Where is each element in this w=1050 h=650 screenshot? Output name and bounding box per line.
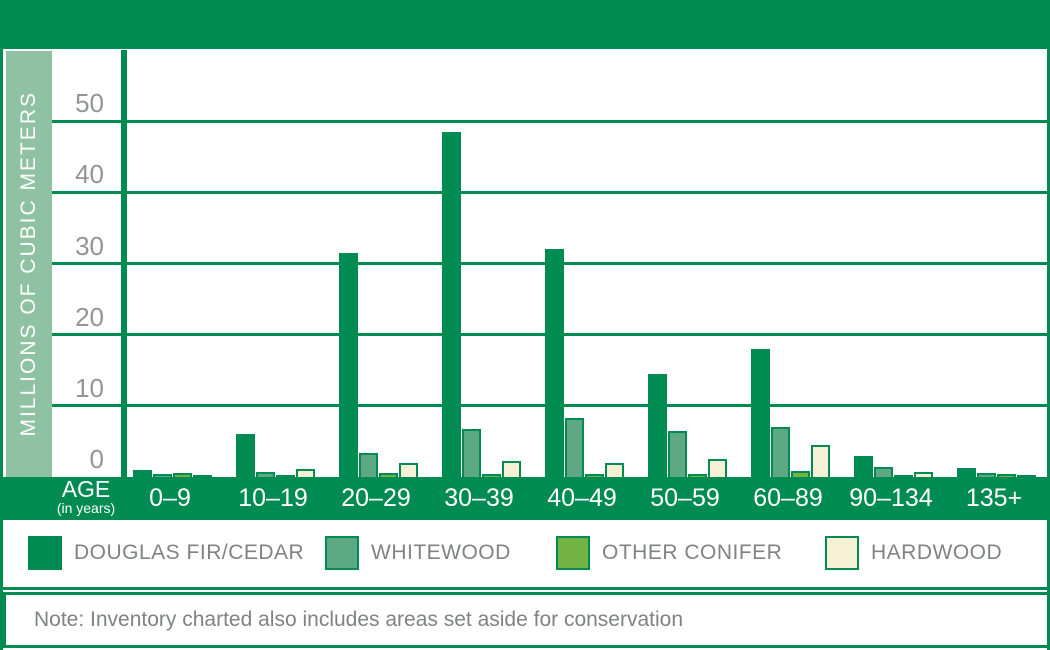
bar-whitewood-135+ [977,472,996,477]
y-tick-label-50: 50 [75,88,104,119]
x-axis-band: AGE (in years) 0–9 10–19 20–29 30–39 40–49 50… [3,477,1047,520]
legend: DOUGLAS FIR/CEDAR WHITEWOOD OTHER CONIFER H… [3,520,1047,590]
bar-douglas-fir-cedar-10-19 [236,434,255,477]
x-axis-title: AGE (in years) [49,478,123,516]
legend-swatch-icon [825,536,859,570]
bar-other-conifer-20-29 [379,473,398,477]
bar-whitewood-20-29 [359,452,378,477]
x-tick-label-60-89: 60–89 [753,484,823,512]
header-band [3,0,1047,49]
x-tick-label-20-29: 20–29 [341,484,411,512]
legend-label: OTHER CONIFER [602,541,783,564]
legend-item-douglas-fir-cedar: DOUGLAS FIR/CEDAR [28,536,304,570]
note-text: Note: Inventory charted also includes ar… [34,608,684,631]
bar-douglas-fir-cedar-0-9 [133,469,152,477]
bar-hardwood-60-89 [811,444,830,477]
bar-douglas-fir-cedar-30-39 [442,131,461,477]
bar-whitewood-50-59 [668,430,687,477]
bar-douglas-fir-cedar-40-49 [545,249,564,477]
x-axis-title-sub: (in years) [56,500,116,516]
y-tick-label-40: 40 [75,159,104,190]
legend-label: DOUGLAS FIR/CEDAR [74,541,305,564]
note-box: Note: Inventory charted also includes ar… [3,592,1047,648]
bar-other-conifer-60-89 [791,471,810,477]
plot-area [52,50,1047,477]
bar-douglas-fir-cedar-50-59 [648,373,667,477]
legend-label: HARDWOOD [871,541,1003,564]
bar-douglas-fir-cedar-90-134 [854,455,873,477]
bar-other-conifer-30-39 [482,474,501,477]
bar-hardwood-10-19 [296,469,315,477]
x-tick-label-30-39: 30–39 [444,484,514,512]
bar-hardwood-0-9 [193,474,212,477]
y-axis-title: MILLIONS OF CUBIC METERS [17,91,40,437]
x-tick-label-40-49: 40–49 [547,484,617,512]
bar-whitewood-0-9 [153,474,172,477]
bar-douglas-fir-cedar-135+ [957,468,976,477]
bar-whitewood-30-39 [462,428,481,477]
bar-hardwood-40-49 [605,462,624,477]
bar-other-conifer-90-134 [894,474,913,477]
bar-whitewood-40-49 [565,417,584,477]
legend-label: WHITEWOOD [371,541,511,564]
y-tick-label-20: 20 [75,301,104,332]
legend-item-hardwood: HARDWOOD [825,536,1002,570]
bar-hardwood-90-134 [914,472,933,477]
legend-swatch-icon [325,536,359,570]
gridline-50 [52,119,1047,123]
bar-hardwood-30-39 [502,461,521,477]
y-tick-label-0: 0 [89,444,104,474]
bar-whitewood-90-134 [874,467,893,477]
x-axis-title-main: AGE [61,476,111,502]
gridline-40 [52,190,1047,194]
bar-hardwood-50-59 [708,459,727,477]
bar-hardwood-135+ [1017,474,1036,477]
bar-whitewood-60-89 [771,427,790,477]
legend-item-whitewood: WHITEWOOD [325,536,511,570]
x-tick-label-10-19: 10–19 [238,484,308,512]
bar-other-conifer-0-9 [173,472,192,477]
bar-whitewood-10-19 [256,472,275,477]
x-tick-label-0-9: 0–9 [149,484,191,512]
bar-douglas-fir-cedar-20-29 [339,252,358,477]
bar-hardwood-20-29 [399,462,418,477]
legend-swatch-icon [556,536,590,570]
x-tick-label-135+: 135+ [965,484,1023,512]
y-tick-label-30: 30 [75,230,104,261]
bar-other-conifer-50-59 [688,474,707,477]
y-axis-title-band: MILLIONS OF CUBIC METERS [6,51,52,477]
x-tick-label-90-134: 90–134 [849,484,933,512]
x-tick-label-50-59: 50–59 [650,484,720,512]
y-tick-label-10: 10 [75,372,104,403]
bar-other-conifer-135+ [997,474,1016,477]
legend-item-other-conifer: OTHER CONIFER [556,536,782,570]
legend-swatch-icon [28,536,62,570]
bar-other-conifer-10-19 [276,474,295,477]
bar-other-conifer-40-49 [585,474,604,477]
bar-douglas-fir-cedar-60-89 [751,348,770,477]
